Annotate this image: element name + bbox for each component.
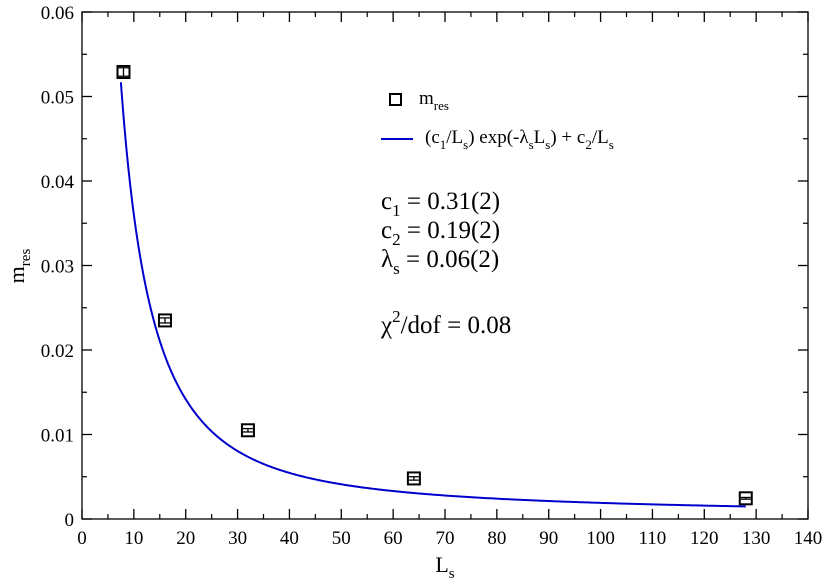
y-tick-label: 0.04 — [41, 172, 75, 193]
y-axis-label: mres — [4, 249, 34, 284]
x-tick-label: 80 — [487, 528, 506, 549]
square-marker — [157, 313, 172, 328]
fit-parameters: c1 = 0.31(2) c2 = 0.19(2) λs = 0.06(2) χ… — [380, 188, 511, 339]
legend-label-mres: mres — [419, 88, 449, 113]
y-tick-label: 0.05 — [41, 88, 74, 109]
x-tick-label: 140 — [794, 528, 823, 549]
y-axis-ticks — [82, 11, 808, 520]
param-lambda: λs = 0.06(2) — [381, 246, 499, 278]
data-point — [406, 471, 421, 486]
x-tick-label: 100 — [586, 528, 615, 549]
x-tick-label: 130 — [742, 528, 771, 549]
x-tick-label: 30 — [228, 528, 247, 549]
x-axis-label: Ls — [435, 552, 454, 581]
x-axis-tick-labels: 0 10 20 30 40 50 60 70 80 90 100 110 120 130 140 — [77, 528, 822, 549]
square-marker — [738, 491, 753, 506]
data-points — [116, 64, 753, 506]
data-point — [157, 313, 172, 328]
square-marker — [406, 471, 421, 486]
x-tick-label: 70 — [436, 528, 455, 549]
x-tick-label: 0 — [77, 528, 87, 549]
legend-marker-square — [389, 93, 402, 106]
y-tick-label: 0.06 — [41, 3, 74, 24]
y-tick-label: 0 — [65, 510, 75, 531]
x-tick-label: 10 — [124, 528, 143, 549]
data-point — [116, 64, 131, 79]
y-tick-label: 0.03 — [41, 257, 74, 278]
x-tick-label: 40 — [280, 528, 299, 549]
x-axis-ticks — [81, 12, 809, 519]
legend-label-fit: (c1/Ls) exp(-λsLs) + c2/Ls — [425, 127, 614, 152]
x-tick-label: 50 — [332, 528, 351, 549]
y-tick-label: 0.01 — [41, 426, 74, 447]
data-point — [240, 423, 255, 438]
x-tick-label: 60 — [384, 528, 403, 549]
square-marker — [240, 423, 255, 438]
param-c1: c1 = 0.31(2) — [381, 188, 500, 220]
y-axis-tick-labels: 0 0.01 0.02 0.03 0.04 0.05 0.06 — [41, 3, 75, 531]
fit-curve-line — [119, 82, 746, 508]
legend: mres (c1/Ls) exp(-λsLs) + c2/Ls — [381, 88, 614, 152]
param-c2: c2 = 0.19(2) — [381, 217, 500, 249]
data-point — [738, 491, 753, 506]
x-tick-label: 20 — [176, 528, 195, 549]
x-tick-label: 120 — [690, 528, 719, 549]
x-tick-label: 90 — [539, 528, 558, 549]
square-marker — [116, 64, 131, 79]
y-tick-label: 0.02 — [41, 341, 74, 362]
param-chi2-dof: χ2/dof = 0.08 — [380, 307, 511, 339]
x-tick-label: 110 — [639, 528, 667, 549]
